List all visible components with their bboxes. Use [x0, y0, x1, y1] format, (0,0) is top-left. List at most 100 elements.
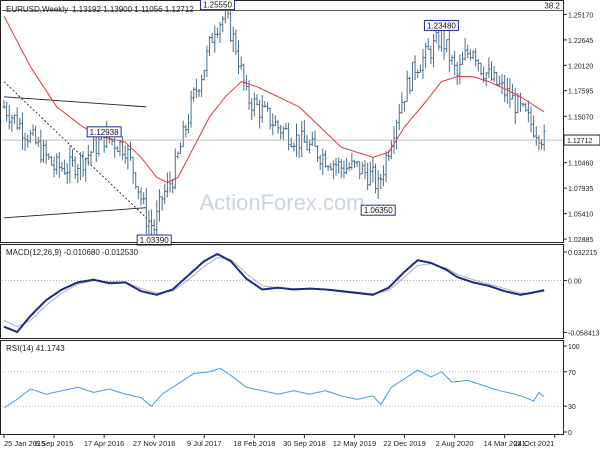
ohlc-bar [416, 69, 420, 79]
ohlc-bar [397, 103, 401, 131]
ohlc-bar [213, 25, 217, 53]
ohlc-bar [268, 107, 272, 130]
ohlc-bar [376, 170, 380, 200]
ohlc-bar [508, 78, 512, 108]
ohlc-bar [450, 54, 454, 65]
ohlc-bar [87, 144, 90, 166]
watermark: ActionForex.com [199, 190, 364, 215]
ohlc-bar [498, 75, 501, 87]
macd-line [3, 252, 545, 334]
x-tick-label: 12 May 2019 [333, 439, 376, 448]
macd-signal-line [3, 256, 545, 328]
ohlc-bar [400, 92, 404, 114]
ohlc-bar [216, 27, 219, 38]
y-tick-label: 1.05410 [568, 212, 593, 219]
price-annotation-label: 1.12938 [90, 128, 119, 137]
ohlc-bar [253, 92, 256, 117]
ohlc-bar [329, 162, 333, 171]
ohlc-bar [39, 129, 43, 163]
x-tick-label: 30 Sep 2018 [283, 439, 326, 448]
ohlc-bar [445, 39, 448, 53]
ohlc-bar [239, 56, 243, 70]
ohlc-bar [255, 94, 259, 106]
ohlc-bar [55, 153, 59, 175]
ohlc-bar [413, 55, 417, 80]
y-tick-label: 1.22645 [568, 38, 593, 45]
ohlc-bar [484, 72, 488, 87]
y-tick-label: 0 [568, 430, 572, 437]
ohlc-bar [65, 163, 69, 184]
ohlc-bar [421, 49, 425, 79]
trendline [3, 81, 152, 224]
ohlc-bar [461, 51, 464, 65]
ohlc-bar [29, 129, 32, 144]
ohlc-bar [44, 140, 48, 165]
ohlc-bar [524, 102, 528, 112]
ohlc-bar [419, 64, 422, 73]
ohlc-bar [311, 131, 314, 147]
y-tick-label: 1.17595 [568, 89, 593, 96]
ohlc-bar [300, 120, 304, 157]
ohlc-bar [250, 98, 253, 121]
ohlc-bar [395, 119, 398, 150]
y-tick-label: 0.00 [568, 279, 582, 286]
ohlc-bar [205, 45, 209, 77]
ohlc-bar [534, 126, 538, 146]
macd-title: MACD(12,26,9) -0.010680 -0.012530 [6, 248, 139, 257]
ohlc-bar [84, 157, 87, 182]
ohlc-bar [492, 66, 496, 83]
last-price-label: 1.12712 [567, 138, 592, 145]
ohlc-bar [197, 88, 201, 97]
ohlc-bar [155, 200, 159, 237]
ohlc-bar [176, 151, 180, 159]
x-tick-label: 9 Jul 2017 [187, 439, 222, 448]
price-title: EURUSD,Weekly [6, 5, 68, 14]
price-annotation-box [199, 0, 235, 11]
ohlc-bar [519, 92, 522, 112]
ohlc-bar [334, 158, 338, 176]
ohlc-bar [332, 160, 335, 180]
ohlc-bar [542, 124, 546, 151]
ohlc-bar [403, 101, 406, 112]
ohlc-bar [71, 149, 74, 167]
ohlc-bar [411, 61, 414, 92]
ohlc-bar [529, 106, 533, 133]
ohlc-bar [289, 137, 293, 148]
y-tick-label: 70 [568, 370, 576, 377]
ohlc-bar [429, 45, 433, 65]
ohlc-bar [363, 160, 367, 180]
moving-average-line [3, 15, 545, 184]
ohlc-bar [382, 165, 385, 187]
ohlc-bar [500, 74, 504, 95]
price-annotation-box [86, 126, 122, 138]
ohlc-bar [36, 136, 40, 148]
ohlc-bar [113, 137, 116, 158]
ohlc-bar [505, 77, 509, 104]
ohlc-bar [150, 209, 153, 237]
y-tick-label: 0.032215 [568, 250, 597, 257]
ohlc-bar [276, 120, 280, 134]
ohlc-bar [345, 157, 348, 175]
ohlc-bar [355, 160, 359, 168]
ohlc-bar [13, 114, 16, 124]
ohlc-bar [200, 74, 203, 98]
ohlc-bar [260, 95, 264, 123]
ohlc-bar [495, 71, 499, 87]
ohlc-bar [292, 142, 296, 152]
ohlc-bar [137, 186, 140, 200]
y-tick-label: -0.058413 [568, 330, 600, 337]
ohlc-bar [15, 107, 19, 130]
ohlc-bar [337, 157, 340, 174]
ohlc-bar [463, 38, 467, 61]
y-tick-label: 30 [568, 404, 576, 411]
ohlc-bar [7, 104, 11, 130]
ohlc-bar [47, 153, 51, 160]
ohlc-bar [339, 158, 343, 178]
ohlc-bar [287, 122, 290, 151]
ohlc-bar [405, 70, 409, 103]
rsi-panel-border [0, 340, 564, 435]
ohlc-bar [379, 173, 383, 189]
ohlc-bar [469, 49, 472, 61]
ohlc-bar [208, 36, 211, 56]
y-tick-label: 1.10460 [568, 161, 593, 168]
